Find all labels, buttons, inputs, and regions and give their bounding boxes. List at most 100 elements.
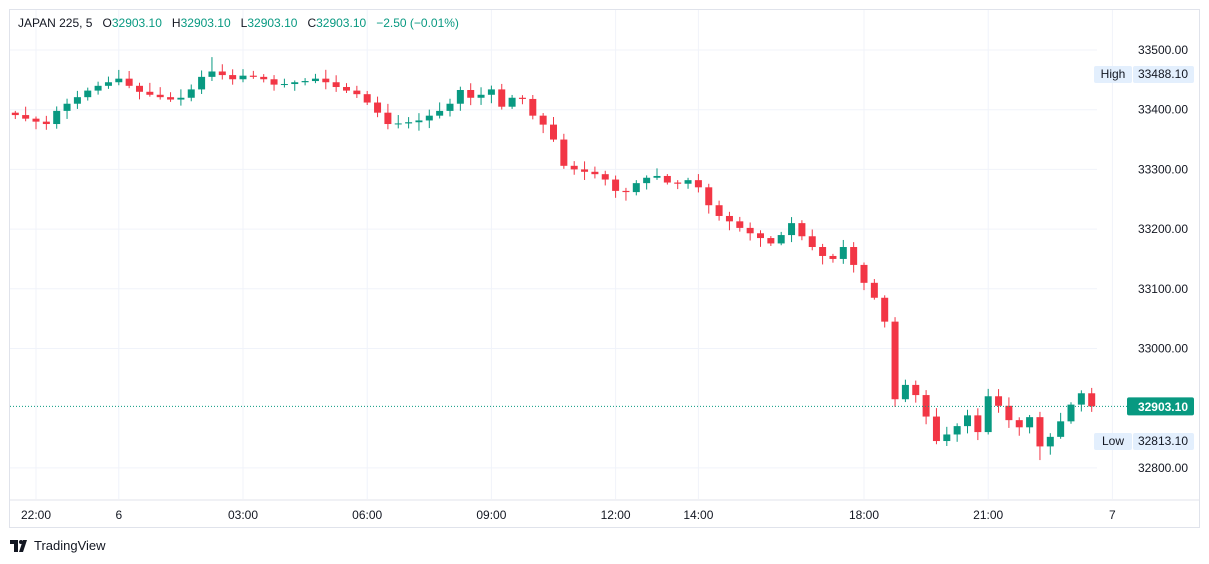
candle [1015,417,1023,436]
candle [187,84,195,102]
candle-body [260,76,268,80]
candle-body [591,171,599,175]
candle-body [405,122,413,124]
candle-body [239,75,247,80]
candle [581,161,589,180]
symbol-legend: JAPAN 225, 5 O32903.10 H32903.10 L32903.… [18,16,459,30]
x-tick-label: 7 [1109,508,1116,522]
candle [570,161,578,175]
candle-body [922,395,930,417]
candle [63,98,71,119]
candle [218,64,226,80]
candle-body [870,282,878,298]
candle-body [622,190,630,193]
candle-body [777,235,785,244]
candle-body [694,180,702,188]
candle [508,94,516,109]
candle [456,86,464,111]
candle [674,180,682,190]
candle [177,89,185,106]
candle-body [736,221,744,228]
y-tick-label: 33400.00 [1138,103,1188,117]
candle-body [788,223,796,236]
candle [798,220,806,241]
low-value-bg [1133,433,1194,450]
candle [901,379,909,403]
candle-body [653,175,661,178]
candle-body [156,94,164,98]
candle-body [384,112,392,125]
candle-body [808,236,816,248]
candle [280,78,288,88]
candle-body [374,102,382,113]
candle [42,115,50,130]
change-value: −2.50 (−0.01%) [376,16,459,30]
symbol-name[interactable]: JAPAN 225, 5 [18,16,93,30]
candle [1046,433,1054,455]
candle [249,70,257,79]
candle-body [94,85,102,91]
open-label: O [102,16,112,30]
candle-body [767,238,775,244]
candle [788,217,796,243]
candle-body [353,90,361,95]
candle [912,380,920,403]
candle-body [1046,436,1054,447]
candle-body [581,169,589,172]
low-value-label: 32813.10 [1138,434,1188,448]
y-tick-label: 33100.00 [1138,282,1188,296]
candle [705,183,713,214]
candle [1026,414,1034,434]
candle [104,76,112,89]
candle-body [425,115,433,121]
candle [777,231,785,246]
candle [684,177,692,189]
candle-body [550,124,557,140]
candle-body [456,89,464,104]
candle-body [477,94,485,98]
candle-body [612,179,620,191]
candle-body [270,79,278,85]
candle-body [995,396,1003,406]
candle [487,85,495,104]
candle [839,239,847,264]
x-tick-label: 21:00 [973,508,1003,522]
candle-body [218,71,226,76]
candle [819,243,827,265]
candle-body [529,98,537,116]
candle-body [415,120,423,123]
candle-body [1077,393,1085,405]
low-tag-bg [1094,433,1132,450]
candle-body [53,110,61,125]
y-tick-label: 33000.00 [1138,342,1188,356]
candle [632,180,640,196]
candle [767,236,775,246]
candle [394,115,402,129]
candle-body [974,415,982,433]
y-tick-label: 33300.00 [1138,162,1188,176]
candle-body [757,233,764,239]
candle [518,95,526,105]
candle [22,106,30,122]
candle [343,83,350,94]
candle [715,200,723,221]
candle [136,82,143,100]
candle-body [63,103,71,111]
candle [167,92,175,102]
candle [643,175,651,190]
candle-body [570,165,578,170]
candle [405,117,413,129]
candle-body [1088,393,1096,407]
candle [984,388,992,435]
candle [239,69,247,83]
tradingview-logo[interactable]: TradingView [10,538,106,553]
chart-frame [9,9,1200,528]
candle [301,78,309,86]
candle [529,94,537,120]
candle [550,117,557,142]
candle [73,90,81,109]
candle [1036,411,1044,461]
y-tick-label: 32800.00 [1138,461,1188,475]
close-label: C [307,16,317,30]
